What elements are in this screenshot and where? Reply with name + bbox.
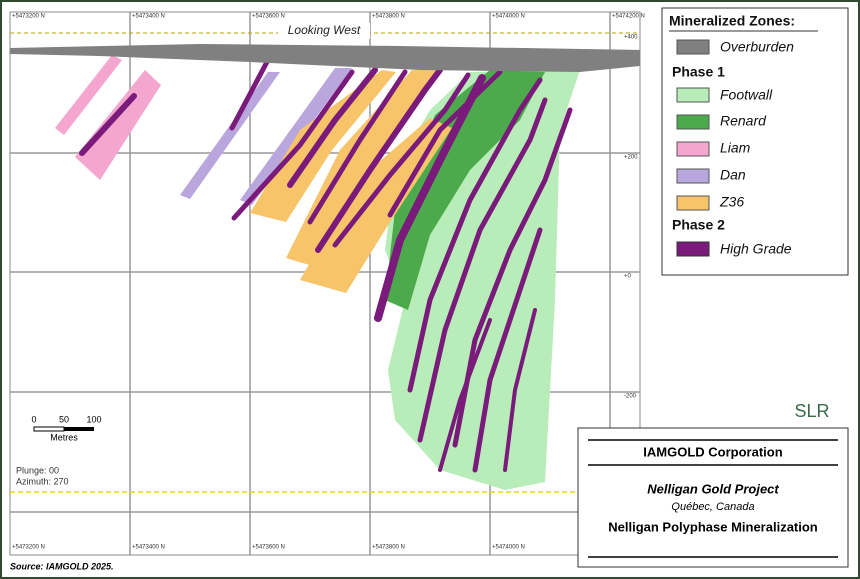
section-map: +5473200 N +5473400 N +5473600 N +547380…	[9, 11, 645, 556]
legend-heading: Phase 2	[672, 217, 725, 233]
overburden	[10, 44, 640, 72]
shape	[438, 318, 492, 472]
dan-zone	[240, 68, 352, 205]
legend-entry: Overburden	[720, 39, 794, 55]
plunge: Plunge: 00	[16, 465, 59, 475]
company: IAMGOLD Corporation	[643, 444, 782, 459]
legend: Mineralized Zones: Overburden Phase 1 Fo…	[650, 4, 858, 284]
shape	[332, 72, 471, 248]
grid-label: +5473200 N	[12, 545, 45, 551]
swatch	[676, 195, 710, 211]
scale-label: 0	[31, 414, 36, 424]
shape	[287, 67, 378, 188]
grid-label: +5474200 N	[612, 14, 645, 20]
renard-zone	[385, 70, 545, 310]
shape	[374, 74, 486, 322]
legend-title: Mineralized Zones:	[669, 13, 795, 29]
legend-heading: Phase 1	[672, 64, 725, 80]
legend-entry: Dan	[720, 167, 746, 183]
location: Québec, Canada	[671, 501, 754, 513]
z36-zone	[250, 70, 396, 222]
shape	[472, 227, 543, 473]
grid-label: +5474000 N	[492, 545, 525, 551]
swatch	[676, 168, 710, 184]
shape	[407, 77, 543, 393]
label-bg	[278, 23, 370, 39]
legend-entry: Renard	[720, 113, 767, 129]
legend-entry: High Grade	[720, 241, 792, 257]
swatch	[676, 241, 710, 257]
source: Source: IAMGOLD 2025.	[10, 561, 114, 571]
grid-label: +5473200 N	[12, 14, 45, 20]
grid-label: +5474000 N	[492, 14, 525, 20]
grid-label: +0	[624, 274, 632, 280]
shape	[229, 57, 271, 131]
title-box	[577, 427, 849, 568]
swatch	[676, 114, 710, 130]
grid-label: +5473800 N	[372, 14, 405, 20]
shape	[33, 426, 65, 432]
grid-label: +5473600 N	[252, 14, 285, 20]
logo: SLR	[794, 401, 829, 421]
shape	[231, 69, 355, 221]
shape	[79, 93, 137, 156]
grid-label: +400	[624, 35, 638, 41]
view-label: Looking West	[288, 23, 361, 37]
liam-zone	[55, 55, 122, 135]
shape	[64, 427, 94, 431]
swatch	[676, 87, 710, 103]
legend-entry: Liam	[720, 140, 751, 156]
shape	[315, 67, 443, 253]
grid-label: +5473800 N	[372, 545, 405, 551]
grid-label: +5473600 N	[252, 545, 285, 551]
shape	[387, 69, 503, 218]
title-block: IAMGOLD Corporation Nelligan Gold Projec…	[577, 427, 849, 568]
liam-zone	[75, 70, 161, 180]
shape	[503, 308, 537, 472]
z36-zone	[300, 118, 452, 293]
project: Nelligan Gold Project	[647, 481, 779, 496]
grid-label: +5473400 N	[132, 14, 165, 20]
legend-entry: Z36	[719, 194, 744, 210]
grid-label: +200	[624, 155, 638, 161]
grid-label: -200	[624, 394, 637, 400]
legend-entry: Footwall	[720, 87, 773, 103]
scale-bar: 0 50 100 Metres	[31, 414, 101, 442]
azimuth: Azimuth: 270	[16, 476, 69, 486]
figure-title: Nelligan Polyphase Mineralization	[608, 519, 818, 534]
swatch	[676, 141, 710, 157]
high-grade-zones	[79, 57, 573, 473]
shape	[417, 97, 548, 443]
dan-zone	[180, 72, 280, 199]
swatch	[676, 39, 710, 55]
shape	[307, 69, 408, 225]
scale-label: 50	[59, 414, 69, 424]
scale-label: 100	[86, 414, 101, 424]
scale-unit: Metres	[50, 432, 78, 442]
grid-label: +5473400 N	[132, 545, 165, 551]
